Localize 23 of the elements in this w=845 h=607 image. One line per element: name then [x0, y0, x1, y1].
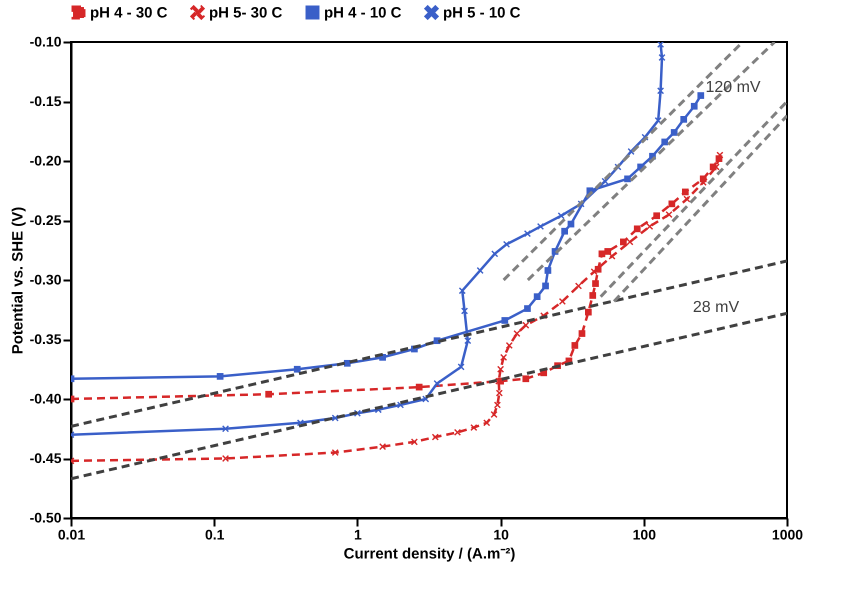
x-tick-label: 100 — [632, 526, 656, 542]
x-tick-label: 10 — [493, 526, 510, 542]
annotation: 28 mV — [692, 299, 740, 316]
x-tick-label: 0.1 — [204, 526, 225, 542]
x-tick-label: 1000 — [772, 526, 804, 542]
y-tick-label: -0.10 — [30, 34, 62, 50]
y-axis-title: Potential vs. SHE (V) — [10, 206, 27, 354]
y-tick-label: -0.35 — [30, 331, 62, 347]
x-axis-title: Current density / (A.m⁻²) — [344, 546, 516, 562]
legend-label: pH 4 - 10 C — [324, 4, 402, 22]
legend-label: pH 5 - 10 C — [443, 4, 521, 22]
legend-label: pH 5- 30 C — [209, 4, 283, 22]
x-tick-label: 1 — [354, 526, 362, 542]
y-tick-label: -0.20 — [30, 152, 62, 168]
y-tick-label: -0.50 — [30, 510, 62, 526]
legend-label: pH 4 - 30 C — [90, 4, 168, 22]
y-tick-label: -0.15 — [30, 93, 62, 109]
y-tick-label: -0.30 — [30, 272, 62, 288]
x-tick-label: 0.01 — [58, 526, 86, 542]
y-tick-label: -0.40 — [30, 390, 62, 406]
y-tick-label: -0.45 — [30, 450, 62, 466]
y-tick-label: -0.25 — [30, 212, 62, 228]
annotation: 120 mV — [705, 79, 761, 96]
